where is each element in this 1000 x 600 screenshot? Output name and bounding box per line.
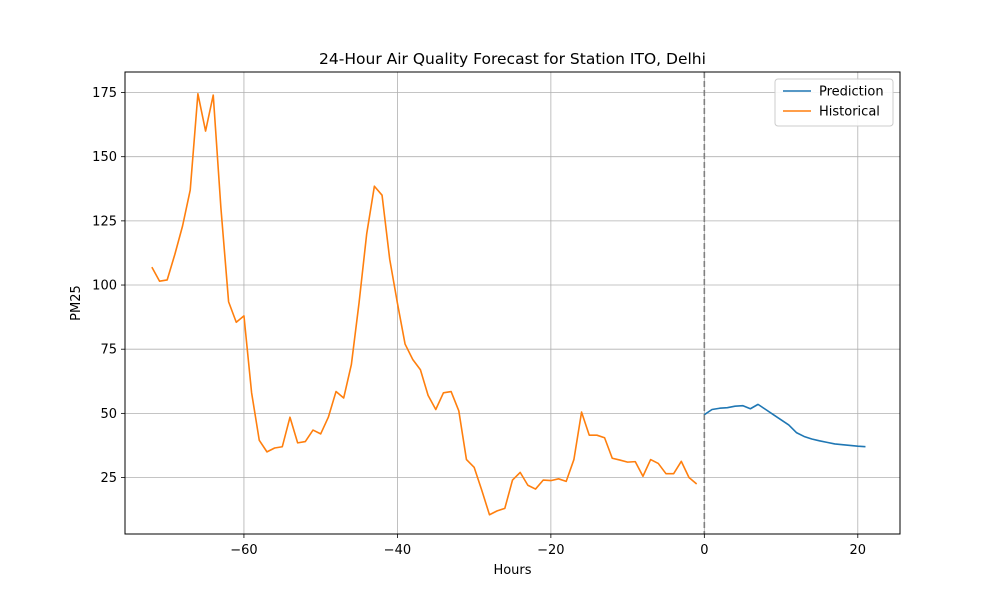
y-tick-label: 25 <box>100 471 117 486</box>
series-line-historical <box>151 93 698 516</box>
y-tick-label: 150 <box>92 150 117 165</box>
series-group <box>151 93 866 516</box>
x-tick-label: −40 <box>384 543 411 558</box>
legend: Prediction Historical <box>774 78 894 127</box>
y-tick-label: 75 <box>100 343 117 358</box>
x-tick-label: 20 <box>850 543 867 558</box>
y-tick-label: 50 <box>100 407 117 422</box>
plot-frame <box>124 71 901 535</box>
y-tick-label: 175 <box>92 86 117 101</box>
chart-title: 24-Hour Air Quality Forecast for Station… <box>319 50 706 68</box>
series-line-prediction <box>703 403 866 448</box>
y-axis: 25 50 75 100 125 150 175 <box>92 86 125 486</box>
x-axis: −60 −40 −20 0 20 <box>230 534 866 558</box>
x-tick-label: −60 <box>230 543 257 558</box>
y-tick-label: 125 <box>92 214 117 229</box>
x-axis-label: Hours <box>493 563 531 578</box>
x-tick-label: −20 <box>537 543 564 558</box>
y-tick-label: 100 <box>92 279 117 294</box>
legend-label: Prediction <box>819 85 884 100</box>
y-axis-label: PM25 <box>69 285 84 321</box>
x-tick-label: 0 <box>700 543 708 558</box>
legend-label: Historical <box>819 105 880 120</box>
